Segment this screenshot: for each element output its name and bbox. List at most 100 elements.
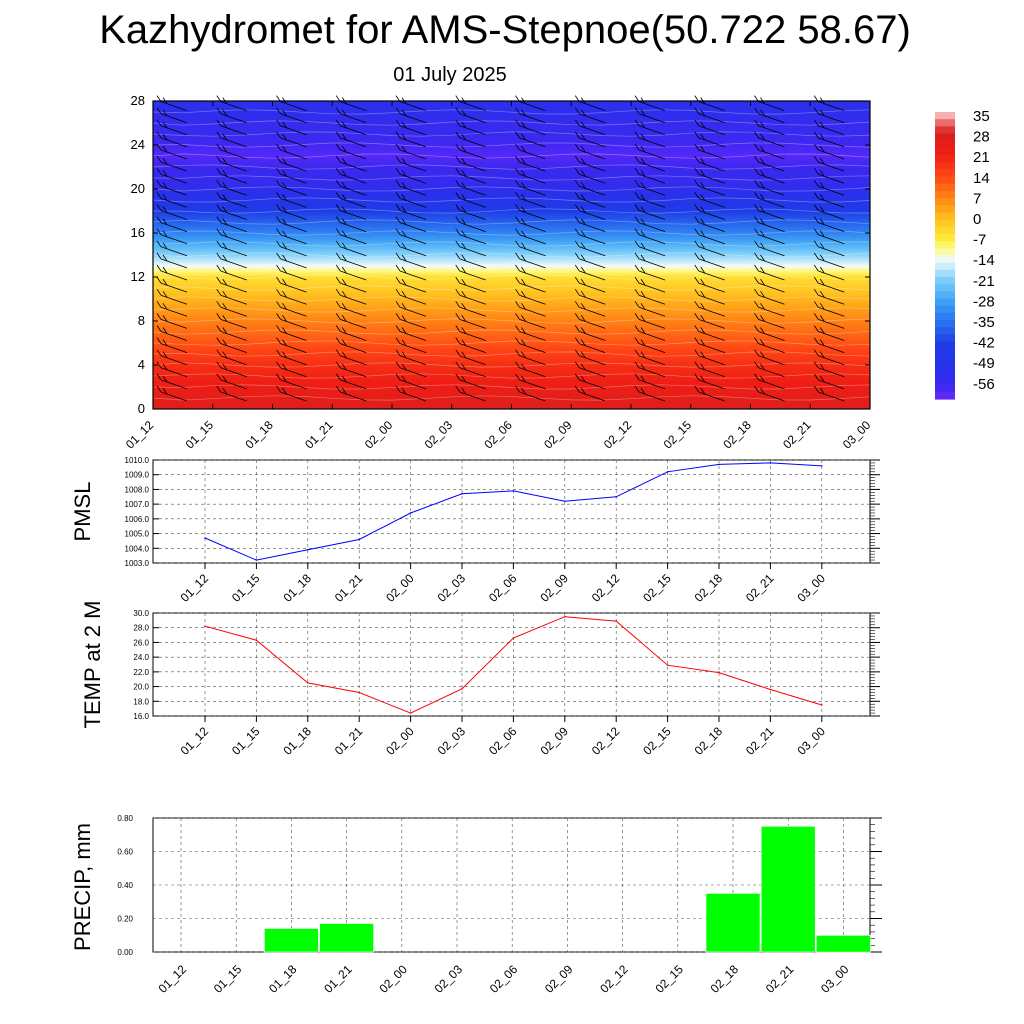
y-tick-label: 28.0 — [133, 624, 149, 633]
isoline — [152, 219, 871, 225]
isoline — [152, 230, 871, 236]
wind-barb — [455, 349, 486, 366]
wind-barb — [216, 192, 247, 208]
colorbar-segment — [935, 391, 955, 400]
wind-barb — [754, 204, 785, 220]
colorbar-segment — [935, 305, 955, 314]
data-point — [666, 664, 669, 667]
x-tick-label: 02_18 — [692, 724, 726, 758]
colorbar-segment — [935, 248, 955, 257]
wind-barb — [634, 349, 666, 366]
x-tick-label: 02_00 — [376, 962, 410, 996]
wind-barb — [694, 143, 725, 160]
x-tick-label: 01_12 — [178, 571, 212, 605]
colorbar-segment — [935, 147, 955, 156]
y-tick-label: 0.60 — [117, 848, 133, 857]
wind-barb — [276, 252, 307, 269]
colorbar-label: 21 — [973, 149, 990, 166]
wind-barb — [694, 228, 725, 245]
wind-barb — [754, 143, 785, 160]
colorbar-segment — [935, 363, 955, 371]
wind-barb — [694, 276, 725, 293]
wind-barb — [216, 337, 247, 353]
wind-barb — [276, 240, 307, 257]
x-tick-label: 02_12 — [589, 724, 623, 758]
wind-barb — [634, 361, 666, 378]
colorbar-segment — [935, 384, 955, 393]
wind-barb — [754, 349, 785, 366]
wind-barb — [156, 252, 188, 269]
wind-barb — [156, 204, 188, 220]
wind-barb — [813, 288, 845, 305]
isoline — [152, 296, 871, 302]
wind-barb — [395, 216, 427, 232]
wind-barb — [694, 373, 725, 390]
wind-barb — [634, 240, 666, 257]
wind-barb — [634, 252, 666, 269]
wind-barb — [455, 252, 486, 269]
wind-barb — [335, 349, 367, 366]
precip-bar — [264, 928, 319, 953]
wind-barb — [335, 216, 367, 232]
x-tick-label: 02_03 — [435, 724, 469, 758]
wind-barb — [335, 155, 367, 172]
wind-barb — [395, 192, 427, 208]
wind-barb — [395, 264, 427, 281]
wind-barb — [335, 204, 367, 220]
y-tick-label: 20.0 — [133, 683, 149, 692]
wind-barb — [455, 276, 486, 293]
colorbar-label: 14 — [973, 170, 990, 187]
wind-barb — [515, 373, 546, 390]
wind-barb — [574, 337, 606, 353]
wind-barb — [335, 301, 367, 317]
data-point — [255, 639, 258, 642]
y-tick-label: 1004.0 — [125, 544, 150, 553]
wind-barb — [455, 313, 486, 329]
wind-barb — [395, 107, 427, 124]
y-axis-label: PMSL — [70, 482, 95, 542]
wind-barb — [515, 143, 546, 160]
y-tick-label: 0.20 — [117, 915, 133, 924]
data-point — [821, 465, 823, 467]
x-tick-label: 02_21 — [763, 962, 797, 996]
wind-barb — [216, 373, 247, 390]
wind-barb — [754, 325, 785, 341]
wind-barb — [574, 119, 606, 136]
y-tick-label: 20 — [131, 181, 145, 196]
wind-barb — [515, 276, 546, 293]
wind-barb — [276, 107, 307, 124]
colorbar-label: -49 — [973, 355, 995, 372]
wind-barb — [395, 385, 427, 402]
wind-barb — [574, 276, 606, 293]
wind-barb — [216, 385, 247, 402]
isoline — [152, 153, 871, 159]
x-tick-label: 02_06 — [487, 962, 521, 996]
wind-barb — [395, 143, 427, 160]
wind-barb — [515, 107, 546, 124]
colorbar-segment — [935, 312, 955, 321]
colorbar-segment — [935, 190, 955, 199]
y-tick-label: 22.0 — [133, 668, 149, 677]
wind-barb — [634, 204, 666, 220]
wind-barb — [515, 240, 546, 257]
wind-barb — [694, 301, 725, 317]
wind-barb — [216, 107, 247, 124]
wind-barb — [216, 240, 247, 257]
colorbar-label: -56 — [973, 376, 995, 393]
data-point — [461, 687, 463, 690]
wind-barb — [634, 228, 666, 245]
wind-barb — [335, 192, 367, 208]
wind-barb — [574, 131, 606, 148]
wind-barb — [156, 288, 188, 305]
wind-barb — [395, 228, 427, 245]
y-tick-label: 0.80 — [117, 814, 133, 823]
x-tick-label: 01_12 — [178, 724, 212, 758]
wind-barb — [694, 216, 725, 232]
wind-barb — [156, 131, 188, 148]
isoline — [152, 274, 871, 280]
wind-barb — [574, 192, 606, 208]
wind-barb — [574, 325, 606, 341]
wind-barb — [694, 325, 725, 341]
temp2m-panel: 16.0 18.0 20.0 22.0 24.0 26.0 28.0 30.0 01_12 01_… — [80, 601, 880, 758]
